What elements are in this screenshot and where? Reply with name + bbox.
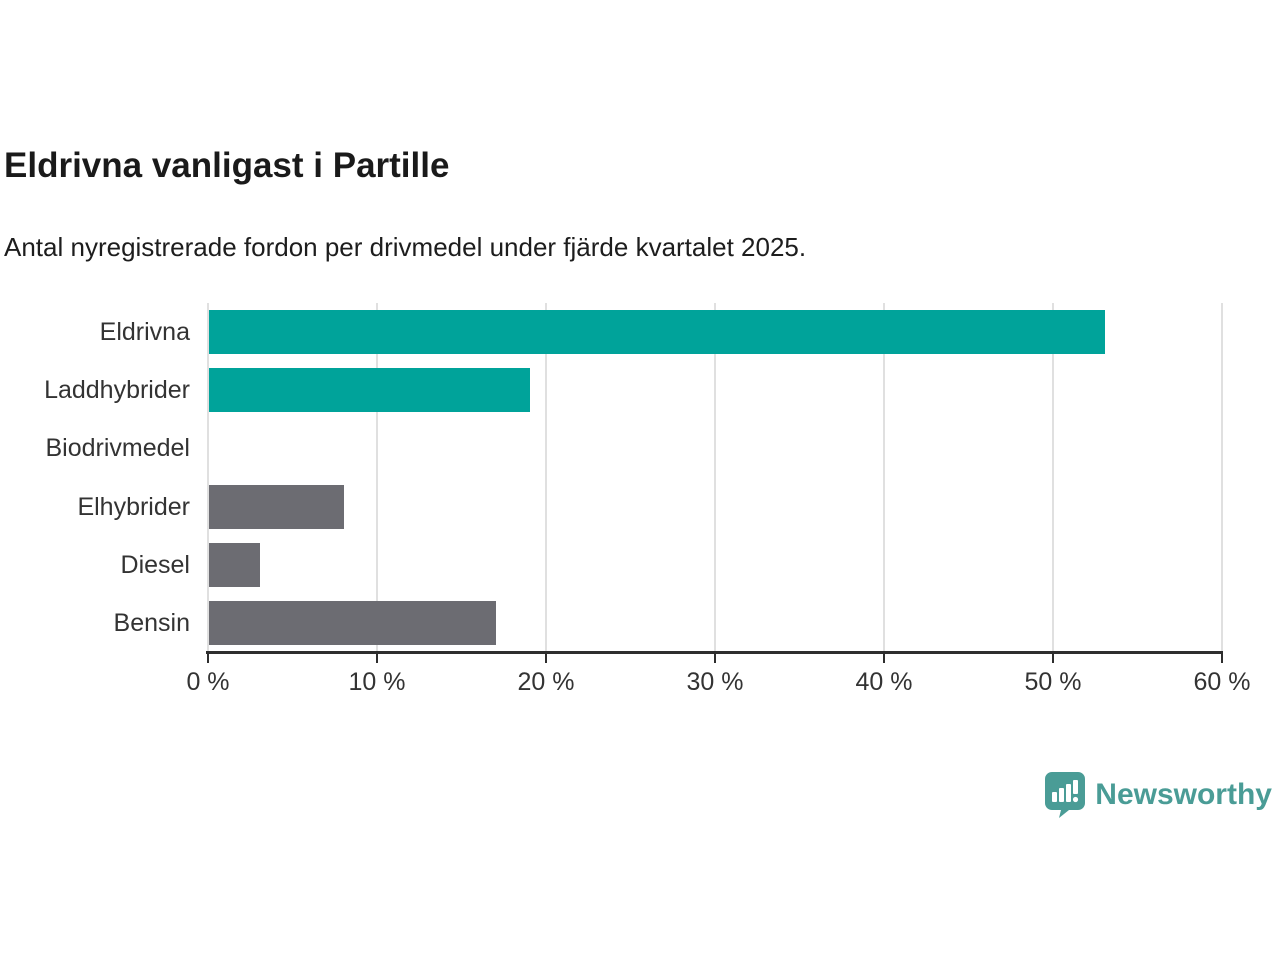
tick-mark xyxy=(1052,654,1054,663)
tick-mark xyxy=(883,654,885,663)
gridline xyxy=(714,303,716,652)
category-label: Biodrivmedel xyxy=(45,434,190,463)
gridline xyxy=(1221,303,1223,652)
tick-mark xyxy=(714,654,716,663)
y-axis-category-labels: Eldrivna Laddhybrider Biodrivmedel Elhybrid… xyxy=(0,303,190,652)
category-label: Elhybrider xyxy=(77,492,190,521)
tick-mark xyxy=(545,654,547,663)
x-axis-line xyxy=(206,651,1223,654)
bar-elhybrider xyxy=(209,484,345,529)
tick-mark xyxy=(376,654,378,663)
tick-mark xyxy=(1221,654,1223,663)
gridline xyxy=(1052,303,1054,652)
tick-label: 10 % xyxy=(348,668,406,696)
newsworthy-logo-icon xyxy=(1045,772,1086,818)
bar-laddhybrider xyxy=(209,368,531,413)
bar-eldrivna xyxy=(209,310,1105,355)
category-label: Bensin xyxy=(113,608,190,637)
tick-label: 50 % xyxy=(1024,668,1082,696)
bar-bensin xyxy=(209,600,497,645)
gridline xyxy=(545,303,547,652)
brand-lockup: Newsworthy xyxy=(1045,772,1272,818)
tick-mark xyxy=(207,654,209,663)
category-label: Diesel xyxy=(120,550,190,579)
tick-label: 0 % xyxy=(186,668,230,696)
tick-label: 40 % xyxy=(855,668,913,696)
category-label: Eldrivna xyxy=(99,318,190,346)
gridline xyxy=(883,303,885,652)
category-label: Laddhybrider xyxy=(44,376,190,405)
plot-area xyxy=(207,303,1223,652)
bar-diesel xyxy=(209,542,260,587)
gridline xyxy=(376,303,378,652)
gridline xyxy=(207,303,209,652)
brand-name: Newsworthy xyxy=(1095,778,1272,811)
chart-title: Eldrivna vanligast i Partille xyxy=(4,146,450,185)
tick-label: 20 % xyxy=(517,668,575,696)
chart-subtitle: Antal nyregistrerade fordon per drivmede… xyxy=(4,232,807,262)
tick-label: 30 % xyxy=(686,668,744,696)
tick-label: 60 % xyxy=(1193,668,1251,696)
